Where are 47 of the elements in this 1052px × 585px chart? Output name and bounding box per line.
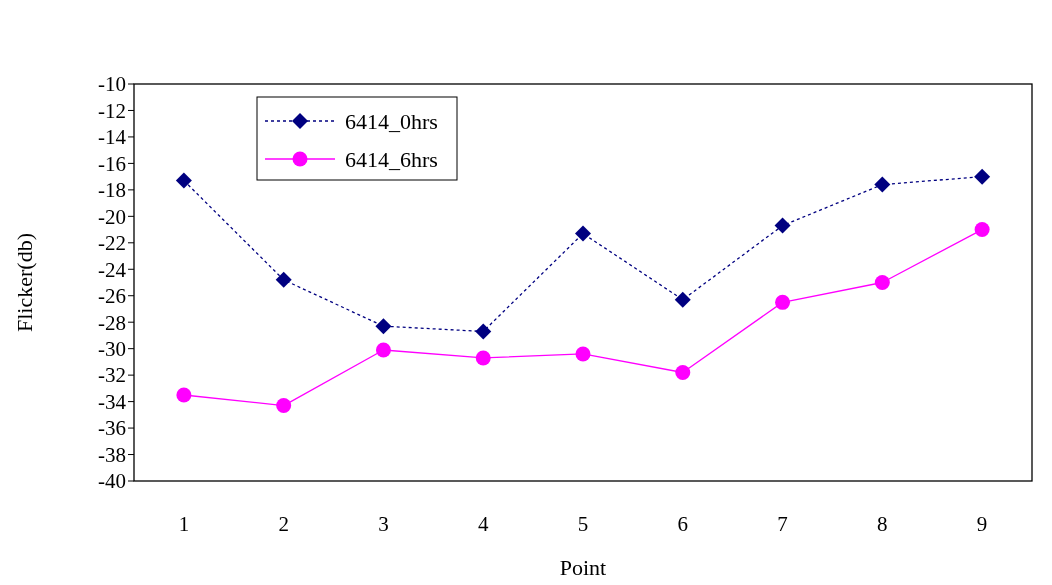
y-tick-label: -18 <box>98 178 126 203</box>
point <box>175 172 192 189</box>
y-tick-label: -34 <box>98 389 127 414</box>
y-tick-label: -22 <box>98 231 126 256</box>
x-tick-label: 4 <box>477 512 489 536</box>
y-tick-label: -36 <box>98 416 126 441</box>
x-axis-title: Point <box>559 555 607 580</box>
point <box>276 398 292 414</box>
x-tick-label: 2 <box>278 512 289 536</box>
y-tick-label: -24 <box>98 257 127 282</box>
y-tick-label: -10 <box>98 72 126 97</box>
x-tick-label: 8 <box>877 512 888 536</box>
point <box>675 364 691 380</box>
point <box>375 318 392 335</box>
point <box>475 323 492 340</box>
y-tick-label: -26 <box>98 284 126 309</box>
point <box>775 294 791 310</box>
point <box>774 217 791 234</box>
y-tick-label: -14 <box>98 125 127 150</box>
legend-label: 6414_6hrs <box>345 146 438 172</box>
point <box>475 350 491 366</box>
y-tick-label: -12 <box>98 98 126 123</box>
y-tick-label: -16 <box>98 151 126 176</box>
point <box>874 176 891 193</box>
x-tick-label: 6 <box>677 512 689 536</box>
x-tick-label: 5 <box>577 512 589 536</box>
point <box>874 275 890 290</box>
x-tick-label: 7 <box>777 512 788 536</box>
x-tick-label: 1 <box>178 512 190 536</box>
point <box>974 222 990 238</box>
y-tick-label: -30 <box>98 337 126 362</box>
point <box>176 387 192 403</box>
point <box>575 346 591 362</box>
y-tick-label: -20 <box>98 204 126 229</box>
point <box>974 168 991 185</box>
y-tick-label: -32 <box>98 363 126 388</box>
y-axis-title: Flicker(db) <box>12 233 37 332</box>
point <box>575 225 591 242</box>
point <box>375 342 391 358</box>
x-tick-label: 3 <box>378 512 389 536</box>
x-tick-label: 9 <box>976 512 988 536</box>
y-tick-label: -40 <box>98 469 126 494</box>
y-tick-label: -38 <box>98 442 126 467</box>
y-tick-label: -28 <box>98 310 126 335</box>
point <box>674 291 691 308</box>
legend-label: 6414_0hrs <box>345 108 438 134</box>
point <box>275 271 292 288</box>
